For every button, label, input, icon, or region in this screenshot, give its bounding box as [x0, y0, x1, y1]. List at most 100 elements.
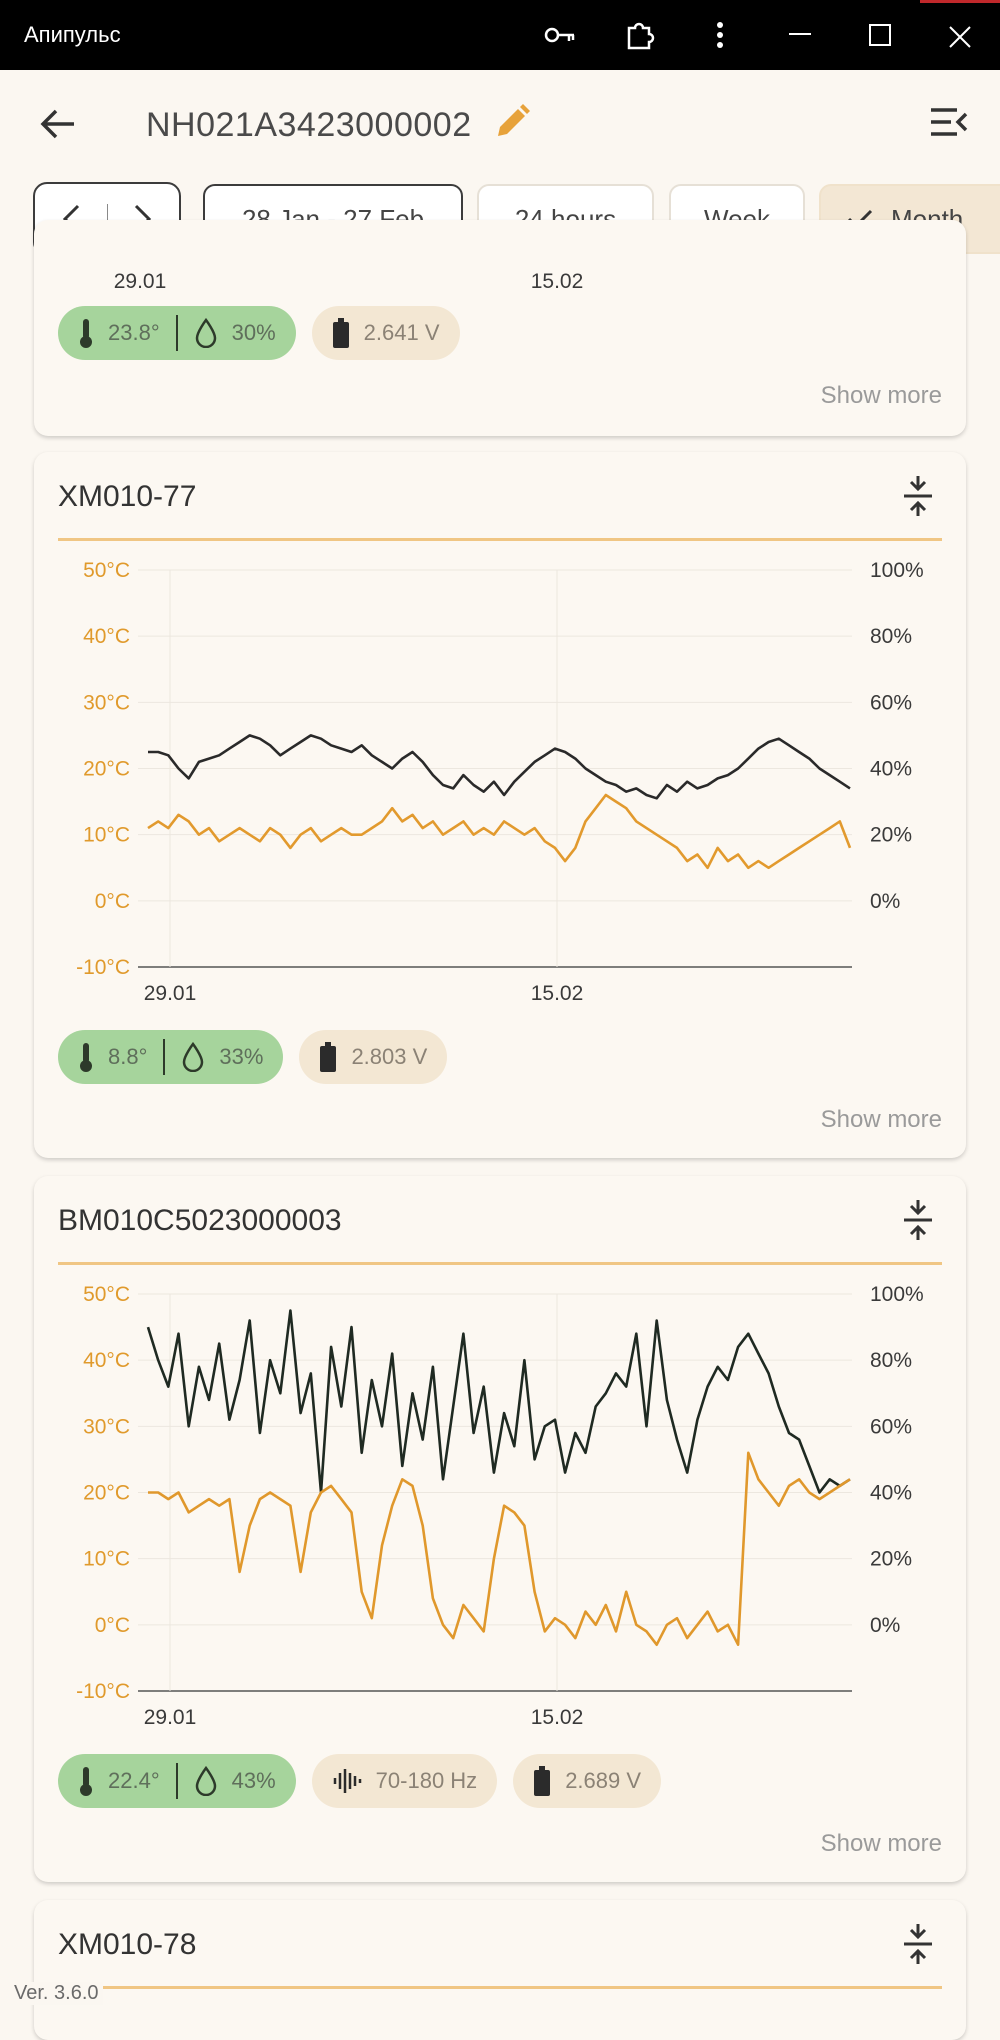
humidity-series-line	[148, 734, 851, 800]
thermometer-icon	[78, 1041, 94, 1073]
show-more-link[interactable]: Show more	[820, 382, 942, 409]
y-right-tick: 60%	[870, 691, 912, 714]
arrow-left-icon	[40, 109, 74, 139]
water-drop-icon	[181, 1042, 205, 1072]
collapse-vertical-icon	[904, 476, 932, 516]
dots-vertical-icon[interactable]	[680, 0, 760, 70]
device-header: NH021A3423000002	[0, 70, 1000, 180]
humidity-value: 43%	[231, 1768, 276, 1793]
y-left-tick: 50°C	[83, 559, 130, 582]
battery-badge[interactable]: 2.803 V	[299, 1030, 448, 1084]
y-right-tick: 40%	[870, 758, 912, 781]
maximize-icon[interactable]	[840, 0, 920, 70]
temperature-value: 8.8°	[108, 1044, 148, 1069]
climate-badge[interactable]: 8.8° 33%	[58, 1030, 284, 1084]
battery-value: 2.641 V	[363, 320, 440, 345]
y-right-tick: 100%	[870, 1283, 924, 1306]
window-title: Апипульс	[24, 22, 121, 47]
temperature-value: 23.8°	[108, 320, 160, 345]
temperature-value: 22.4°	[108, 1768, 160, 1793]
card-divider	[58, 1986, 942, 1989]
thermometer-icon	[78, 1765, 94, 1797]
y-left-tick: -10°C	[76, 956, 130, 979]
climate-chart: 50°C 40°C 30°C 20°C 10°C 0°C -10°C 100% 80% 60% 40…	[76, 559, 924, 1005]
battery-badge[interactable]: 2.641 V	[311, 306, 460, 360]
chart-axis-partial: 29.01 15.02	[114, 270, 584, 293]
sensor-card: BM010C5023000003 50°C 40°C 30°C 20°C 10°C 0°C…	[34, 1176, 966, 1882]
menu-button[interactable]	[928, 104, 968, 145]
window-titlebar: Апипульс	[0, 0, 1000, 70]
battery-icon	[332, 318, 350, 348]
y-right-tick: 100%	[870, 559, 924, 582]
temperature-series-line	[147, 793, 852, 870]
card-divider	[58, 1262, 942, 1265]
climate-chart: 50°C 40°C 30°C 20°C 10°C 0°C -10°C 100% 80% 60% 40…	[76, 1283, 924, 1729]
x-tick: 29.01	[114, 270, 167, 293]
y-left-tick: 30°C	[83, 1415, 130, 1438]
collapse-vertical-icon	[904, 1200, 932, 1240]
x-tick: 29.01	[144, 1706, 197, 1729]
collapse-button[interactable]	[900, 1922, 936, 1971]
collapse-button[interactable]	[900, 474, 936, 523]
puzzle-icon[interactable]	[600, 0, 680, 70]
battery-value: 2.689 V	[565, 1768, 642, 1793]
climate-badge[interactable]: 22.4° 43%	[58, 1754, 296, 1808]
menu-collapse-icon	[931, 108, 968, 136]
close-icon[interactable]	[920, 0, 1000, 70]
sensor-card: XM010-78	[34, 1900, 966, 2040]
battery-badge[interactable]: 2.689 V	[513, 1754, 662, 1808]
y-left-tick: 40°C	[83, 1349, 130, 1372]
x-tick: 15.02	[531, 982, 584, 1005]
battery-value: 2.803 V	[351, 1044, 428, 1069]
card-divider	[58, 538, 942, 541]
back-button[interactable]	[36, 102, 80, 146]
temperature-series-line	[148, 1451, 851, 1647]
sensor-card: XM010-77 50°C 40°C 30°C 20°C 10°C 0°C -10°C 100…	[34, 452, 966, 1158]
show-more-link[interactable]: Show more	[820, 1106, 942, 1133]
device-title: NH021A3423000002	[146, 106, 472, 144]
vibration-icon	[332, 1766, 362, 1796]
edit-button[interactable]	[492, 102, 532, 147]
readings-badges: 23.8° 30% 2.641 V	[58, 306, 460, 360]
vibration-badge[interactable]: 70-180 Hz	[311, 1754, 498, 1808]
y-right-tick: 20%	[870, 824, 912, 847]
sensor-name: BM010C5023000003	[58, 1204, 342, 1237]
x-tick: 15.02	[531, 270, 584, 293]
climate-badge[interactable]: 23.8° 30%	[58, 306, 296, 360]
y-left-tick: 30°C	[83, 691, 130, 714]
water-drop-icon	[194, 318, 218, 348]
y-right-tick: 20%	[870, 1548, 912, 1571]
x-tick: 29.01	[144, 982, 197, 1005]
readings-badges: 8.8° 33% 2.803 V	[58, 1030, 448, 1084]
y-left-tick: 10°C	[83, 824, 130, 847]
y-left-tick: 50°C	[83, 1283, 130, 1306]
water-drop-icon	[194, 1766, 218, 1796]
y-left-tick: 10°C	[83, 1548, 130, 1571]
humidity-series-line	[146, 1309, 851, 1494]
y-left-tick: 20°C	[83, 758, 130, 781]
show-more-link[interactable]: Show more	[820, 1830, 942, 1857]
y-left-tick: 0°C	[95, 1614, 130, 1637]
y-right-tick: 80%	[870, 1349, 912, 1372]
key-icon[interactable]	[520, 0, 600, 70]
y-right-tick: 0%	[870, 1614, 900, 1637]
y-left-tick: 40°C	[83, 625, 130, 648]
sensor-name: XM010-78	[58, 1928, 197, 1961]
pencil-icon	[498, 104, 530, 136]
thermometer-icon	[78, 317, 94, 349]
app-version: Ver. 3.6.0	[10, 1982, 103, 2005]
y-left-tick: -10°C	[76, 1680, 130, 1703]
minimize-icon[interactable]	[760, 0, 840, 70]
battery-icon	[319, 1042, 337, 1072]
collapse-button[interactable]	[900, 1198, 936, 1247]
sensor-card: 29.01 15.02 23.8° 30% 2.641 V Show more	[34, 220, 966, 436]
readings-badges: 22.4° 43% 70-180 Hz 2.689 V	[58, 1754, 662, 1808]
humidity-value: 33%	[219, 1044, 264, 1069]
x-tick: 15.02	[531, 1706, 584, 1729]
collapse-vertical-icon	[904, 1924, 932, 1964]
y-right-tick: 80%	[870, 625, 912, 648]
y-right-tick: 60%	[870, 1415, 912, 1438]
sensor-name: XM010-77	[58, 480, 197, 513]
vibration-value: 70-180 Hz	[375, 1768, 478, 1793]
y-left-tick: 20°C	[83, 1482, 130, 1505]
